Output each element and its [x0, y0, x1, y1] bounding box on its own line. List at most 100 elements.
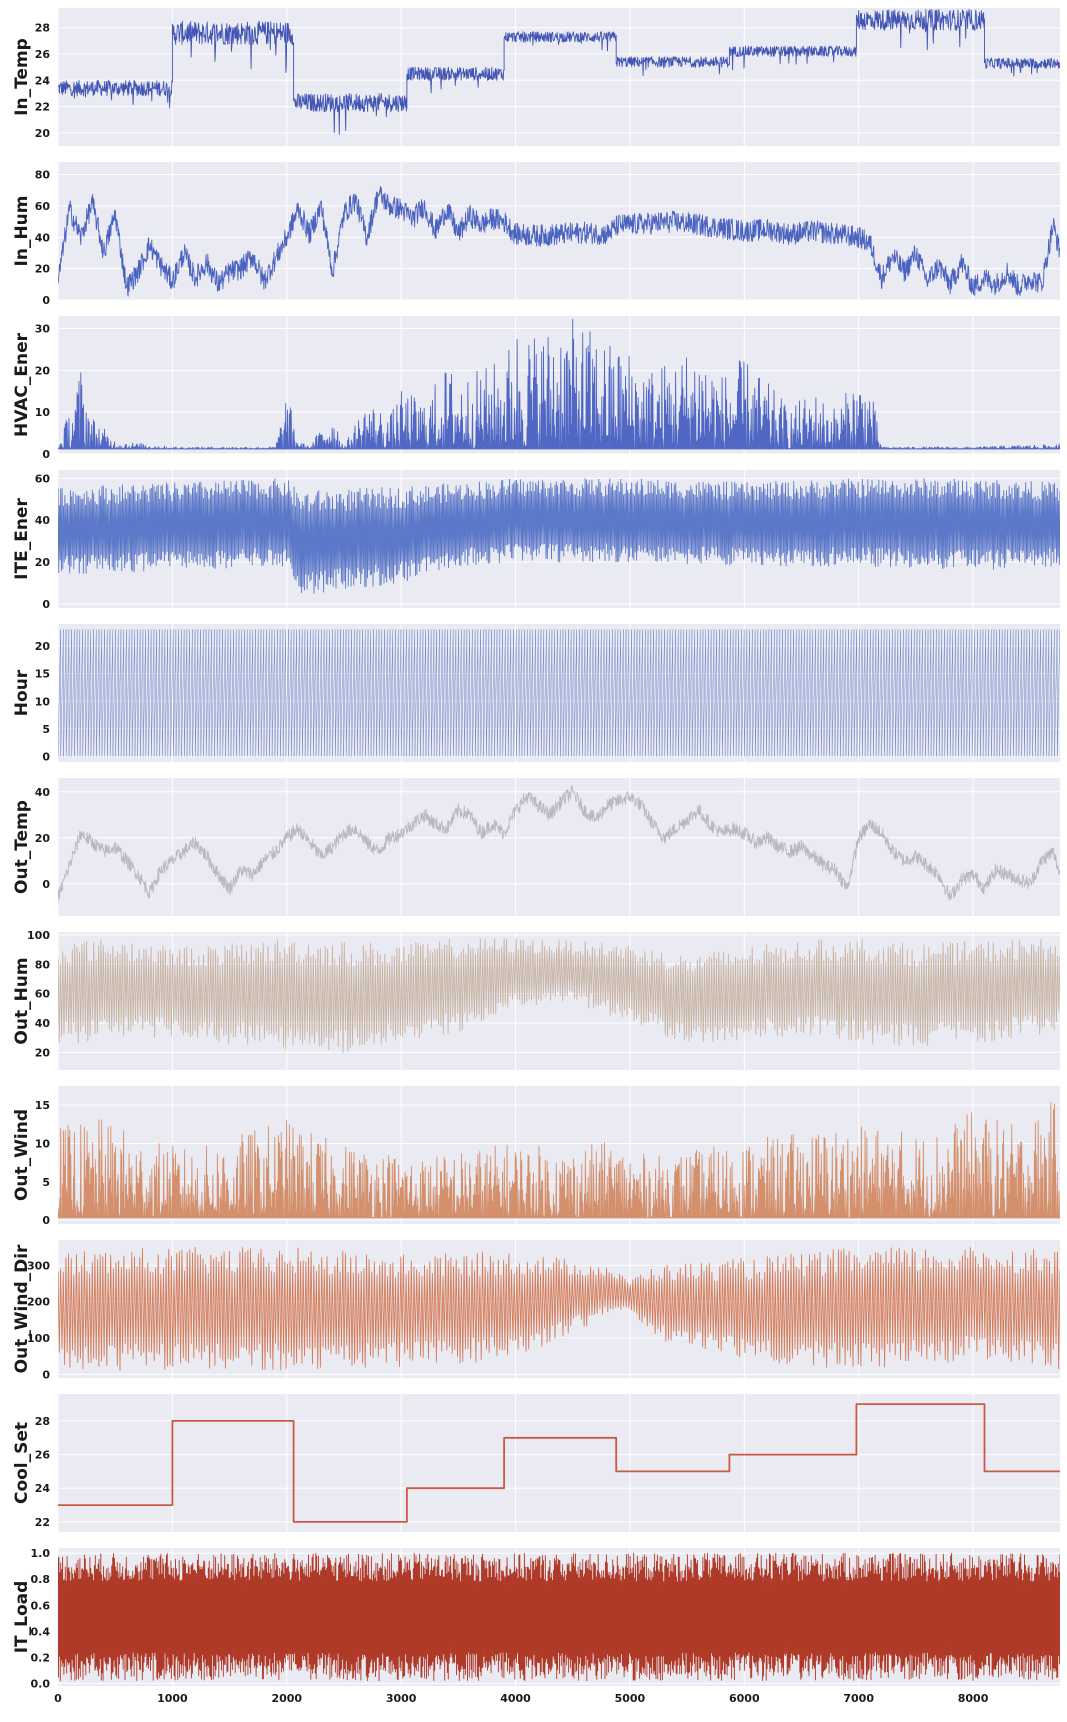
y-tick-label: 26 — [35, 48, 51, 61]
series-line-ite-ener — [58, 478, 1060, 594]
series-line-cool-set — [58, 1403, 1060, 1523]
y-tick-label: 20 — [35, 640, 51, 653]
y-tick-label: 20 — [35, 263, 51, 276]
y-tick-label: 60 — [35, 472, 51, 485]
panel-background — [58, 1394, 1060, 1532]
y-tick-label: 15 — [35, 668, 50, 681]
y-tick-label: 10 — [35, 695, 51, 708]
x-tick-label: 6000 — [729, 1692, 760, 1705]
y-tick-label: 100 — [27, 929, 50, 942]
y-tick-label: 40 — [35, 514, 51, 527]
y-tick-label: 20 — [35, 1046, 51, 1059]
panel-it-load: 0.0 0.2 0.4 0.6 0.8 1.0 IT_Load — [12, 1547, 1060, 1690]
y-tick-label: 0 — [42, 750, 50, 763]
y-tick-label: 200 — [27, 1296, 50, 1309]
y-tick-label: 1.0 — [31, 1547, 51, 1560]
series-line-out-wind — [58, 1102, 1060, 1219]
y-tick-labels: 0 20 40 — [35, 786, 51, 891]
y-tick-label: 0.6 — [31, 1599, 51, 1612]
x-tick-label: 2000 — [271, 1692, 302, 1705]
y-tick-label: 40 — [35, 231, 51, 244]
y-tick-label: 24 — [35, 74, 51, 87]
x-tick-label: 1000 — [157, 1692, 188, 1705]
y-tick-labels: 0 20 40 60 — [35, 472, 51, 610]
x-tick-label: 5000 — [615, 1692, 646, 1705]
y-tick-label: 0 — [42, 1214, 50, 1227]
y-tick-label: 22 — [35, 101, 50, 114]
y-axis-label: Out_Hum — [12, 957, 32, 1044]
y-axis-label: In_Hum — [12, 196, 32, 267]
y-tick-label: 0.0 — [31, 1677, 51, 1690]
x-axis: 0 1000 2000 3000 4000 5000 6000 7000 8000 — [54, 1692, 989, 1705]
y-tick-label: 15 — [35, 1099, 50, 1112]
y-tick-label: 26 — [35, 1449, 51, 1462]
series-line-out-temp — [58, 784, 1060, 903]
panel-in-hum: 0 20 40 60 80 In_Hum — [12, 162, 1060, 307]
y-tick-label: 300 — [27, 1259, 50, 1272]
x-tick-label: 0 — [54, 1692, 62, 1705]
y-tick-label: 28 — [35, 22, 50, 35]
y-axis-label: In_Temp — [12, 38, 32, 116]
y-tick-label: 0 — [42, 1368, 50, 1381]
y-tick-label: 100 — [27, 1332, 50, 1345]
y-tick-label: 60 — [35, 988, 51, 1001]
y-tick-label: 40 — [35, 786, 51, 799]
y-tick-label: 5 — [42, 1176, 50, 1189]
y-tick-label: 0 — [42, 878, 50, 891]
series-line-out-wind-dir — [58, 1246, 1060, 1372]
y-axis-label: Out_Wind — [12, 1109, 32, 1201]
y-tick-label: 0.8 — [31, 1573, 51, 1586]
x-tick-label: 4000 — [500, 1692, 531, 1705]
y-tick-labels: 0 10 20 30 — [35, 323, 51, 461]
y-tick-labels: 0 100 200 300 — [27, 1259, 50, 1381]
y-tick-label: 0 — [42, 294, 50, 307]
y-tick-labels: 22 24 26 28 — [35, 1415, 51, 1529]
y-tick-label: 20 — [35, 127, 51, 140]
y-axis-label: Hour — [12, 669, 32, 716]
y-axis-label: Out_Wind_Dir — [12, 1244, 32, 1373]
y-tick-labels: 0.0 0.2 0.4 0.6 0.8 1.0 — [31, 1547, 51, 1690]
y-axis-label: ITE_Ener — [12, 498, 32, 580]
y-tick-label: 22 — [35, 1516, 50, 1529]
y-tick-label: 60 — [35, 200, 51, 213]
y-tick-label: 10 — [35, 406, 51, 419]
series-line-hour — [58, 629, 1060, 757]
y-tick-label: 5 — [42, 723, 50, 736]
y-tick-label: 20 — [35, 364, 51, 377]
panel-hour: 0 5 10 15 20 Hour — [12, 624, 1060, 763]
y-tick-label: 0.4 — [31, 1625, 51, 1638]
y-tick-label: 20 — [35, 556, 51, 569]
series-line-it-load — [58, 1552, 1060, 1682]
y-tick-label: 20 — [35, 832, 51, 845]
y-tick-label: 30 — [35, 323, 51, 336]
y-tick-label: 0 — [42, 598, 50, 611]
y-tick-label: 0 — [42, 448, 50, 461]
x-tick-label: 7000 — [843, 1692, 874, 1705]
y-axis-label: Cool_Set — [12, 1422, 32, 1504]
y-tick-label: 24 — [35, 1482, 51, 1495]
series-line-out-hum — [58, 937, 1060, 1054]
y-tick-labels: 0 20 40 60 80 — [35, 169, 51, 307]
series-line-in-hum — [58, 186, 1060, 297]
subplot-panels: 2022242628In_Temp020406080In_Hum0102030H… — [12, 8, 1060, 1690]
y-tick-label: 80 — [35, 958, 51, 971]
y-tick-label: 28 — [35, 1415, 50, 1428]
x-tick-label: 3000 — [386, 1692, 417, 1705]
series-line-in-temp — [58, 8, 1060, 135]
y-tick-label: 0.2 — [31, 1651, 51, 1664]
y-tick-label: 10 — [35, 1138, 51, 1151]
y-tick-labels: 20 22 24 26 28 — [35, 22, 51, 140]
y-tick-label: 80 — [35, 169, 51, 182]
y-axis-label: Out_Temp — [12, 800, 32, 894]
y-tick-labels: 0 5 10 15 — [35, 1099, 51, 1227]
series-line-hvac-ener — [58, 318, 1060, 450]
y-axis-label: IT_Load — [12, 1581, 32, 1654]
y-tick-label: 40 — [35, 1017, 51, 1030]
